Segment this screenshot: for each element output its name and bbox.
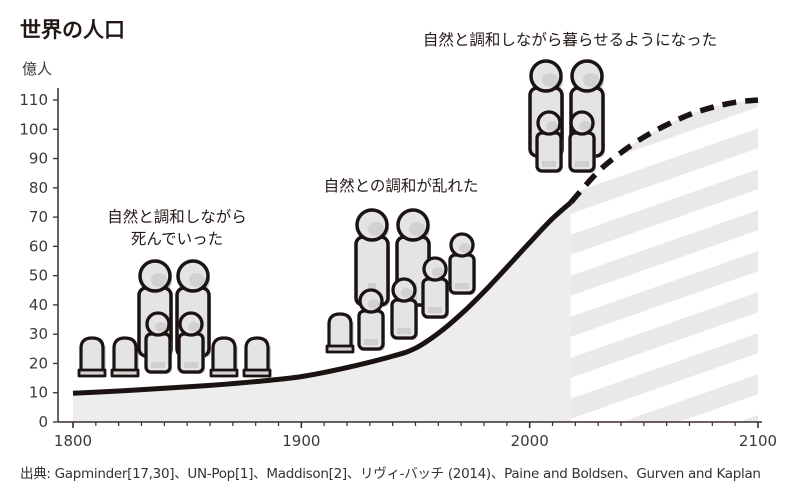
gravestone-icon bbox=[110, 336, 141, 378]
annotation-disrupted: 自然との調和が乱れた bbox=[306, 175, 496, 197]
axis-tick-label: 2100 bbox=[739, 432, 777, 450]
child-figure-icon bbox=[144, 311, 174, 376]
axis-tick-label: 70 bbox=[29, 208, 48, 226]
axis-tick-label: 100 bbox=[19, 120, 48, 138]
source-citation: 出典: Gapminder[17,30]、UN-Pop[1]、Maddison[… bbox=[20, 466, 761, 482]
annotation-future: 自然と調和しながら暮らせるようになった bbox=[405, 29, 735, 51]
child-figure-icon bbox=[421, 256, 451, 321]
child-figure-icon bbox=[357, 288, 387, 353]
child-figure-icon bbox=[448, 232, 478, 297]
axes: 0 10 20 30 40 50 60 70 80 90 100 110 1800 1900 2000 210… bbox=[19, 88, 777, 450]
axis-tick-label: 30 bbox=[29, 325, 48, 343]
axis-tick-label: 20 bbox=[29, 354, 48, 372]
axis-tick-label: 110 bbox=[19, 91, 48, 109]
gravestone-icon bbox=[77, 336, 108, 378]
chart-title: 世界の人口 bbox=[20, 18, 125, 42]
axis-tick-label: 60 bbox=[29, 237, 48, 255]
axis-tick-label: 1800 bbox=[54, 432, 92, 450]
annotation-disrupted-line-1: 自然との調和が乱れた bbox=[323, 177, 479, 195]
historical-area bbox=[73, 202, 571, 422]
annotation-past: 自然と調和しながら 死んでいった bbox=[92, 206, 262, 250]
axis-tick-label: 40 bbox=[29, 296, 48, 314]
child-figure-icon bbox=[177, 311, 207, 376]
gravestone-icon bbox=[209, 336, 240, 378]
historical-line bbox=[72, 200, 573, 396]
axis-tick-label: 1900 bbox=[282, 432, 320, 450]
axis-tick-label: 90 bbox=[29, 150, 48, 168]
y-axis-unit-label: 億人 bbox=[22, 60, 53, 78]
axis-tick-label: 0 bbox=[38, 413, 48, 431]
annotation-past-line-1: 自然と調和しながら bbox=[107, 208, 247, 226]
child-figure-icon bbox=[390, 277, 420, 342]
axis-tick-label: 2000 bbox=[511, 432, 549, 450]
gravestone-icon bbox=[325, 312, 356, 354]
gravestone-icon bbox=[242, 336, 273, 378]
axis-tick-label: 50 bbox=[29, 267, 48, 285]
annotation-future-line-1: 自然と調和しながら暮らせるようになった bbox=[422, 31, 718, 49]
axis-tick-label: 10 bbox=[29, 384, 48, 402]
past-figures-group bbox=[77, 259, 273, 378]
annotation-past-line-2: 死んでいった bbox=[130, 230, 224, 248]
axis-tick-label: 80 bbox=[29, 179, 48, 197]
projection-line bbox=[568, 97, 759, 205]
future-figures-group bbox=[528, 59, 607, 175]
child-figure-icon bbox=[535, 110, 565, 175]
child-figure-icon bbox=[568, 110, 598, 175]
